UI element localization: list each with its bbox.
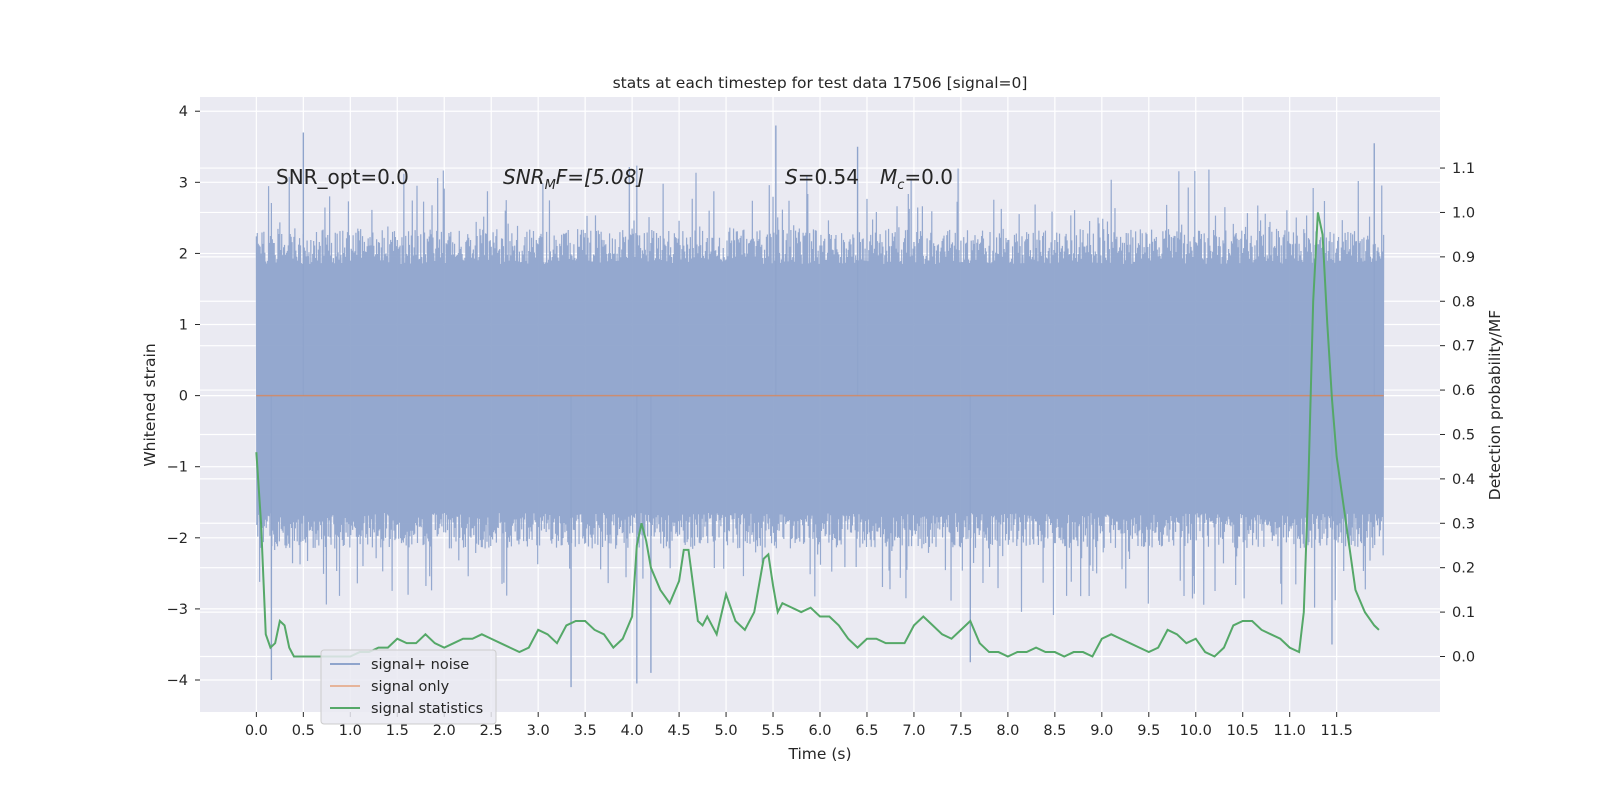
x-axis-label: Time (s) — [787, 745, 851, 763]
annotation-mc-value: =0.0 — [904, 165, 953, 189]
y-right-tick-label: 0.0 — [1452, 649, 1475, 665]
x-tick-label: 5.5 — [761, 723, 784, 739]
y-right-tick-label: 0.5 — [1452, 427, 1475, 443]
annotation-s-value: =0.54 — [798, 165, 859, 189]
x-tick-label: 10.0 — [1180, 723, 1212, 739]
x-axis-ticks: 0.0 0.5 1.0 1.5 2.0 2.5 3.0 3.5 4.0 4.5 5.0 5.5 6.0 6… — [245, 712, 1353, 739]
annotation-snr-mf-symbol: SNR — [503, 165, 545, 189]
y-tick-label: 1 — [179, 318, 188, 334]
legend-label-signal-statistics: signal statistics — [371, 701, 483, 717]
legend-label-signal-only: signal only — [371, 679, 450, 695]
x-tick-label: 2.0 — [433, 723, 456, 739]
x-tick-label: 8.5 — [1043, 723, 1066, 739]
x-tick-label: 5.0 — [715, 723, 738, 739]
signal-statistics-line — [255, 212, 1380, 658]
legend-label-signal-plus-noise: signal+ noise — [371, 657, 469, 673]
y-right-tick-label: 0.1 — [1452, 605, 1475, 621]
y-right-tick-label: 0.3 — [1452, 516, 1475, 532]
x-tick-label: 1.5 — [386, 723, 409, 739]
x-tick-label: 7.5 — [949, 723, 972, 739]
y-right-tick-label: 1.1 — [1452, 161, 1475, 177]
y-right-tick-label: 1.0 — [1452, 205, 1475, 221]
x-tick-label: 9.5 — [1137, 723, 1160, 739]
y-axis-label: Whitened strain — [141, 343, 159, 466]
y-right-axis-ticks: 0.0 0.1 0.2 0.3 0.4 0.5 0.6 0.7 0.8 0.9 1.0 1.1 — [1440, 161, 1475, 665]
x-tick-label: 4.0 — [621, 723, 644, 739]
y-right-tick-label: 0.6 — [1452, 383, 1475, 399]
x-tick-label: 6.5 — [855, 723, 878, 739]
x-tick-label: 1.0 — [339, 723, 362, 739]
x-tick-label: 2.5 — [480, 723, 503, 739]
annotation-mc: Mc=0.0 — [880, 165, 953, 193]
annotation-snr-mf: SNRMF=[5.08] — [503, 165, 644, 193]
signal-plus-noise-line — [255, 165, 1385, 615]
y-tick-label: 3 — [179, 175, 188, 191]
x-tick-label: 7.0 — [902, 723, 925, 739]
y-right-tick-label: 0.4 — [1452, 472, 1475, 488]
annotation-mc-symbol: M — [880, 165, 897, 189]
x-tick-label: 0.5 — [292, 723, 315, 739]
x-tick-label: 3.0 — [527, 723, 550, 739]
y-right-tick-label: 0.9 — [1452, 250, 1475, 266]
y-tick-label: 4 — [179, 104, 188, 120]
annotation-mc-subscript: c — [897, 178, 904, 193]
series-signal-plus-noise — [255, 125, 1385, 688]
x-tick-label: 9.0 — [1090, 723, 1113, 739]
annotation-s: S=0.54 — [785, 165, 859, 189]
x-tick-label: 3.5 — [574, 723, 597, 739]
x-tick-label: 11.5 — [1321, 723, 1353, 739]
annotation-snr-mf-value: F=[5.08] — [556, 165, 644, 189]
y-axis-ticks: −4 −3 −2 −1 0 1 2 3 4 — [167, 104, 200, 689]
y-tick-label: −4 — [167, 673, 188, 689]
annotation-snr-mf-subscript: M — [545, 178, 556, 193]
y-tick-label: −2 — [167, 531, 188, 547]
y-tick-label: −1 — [167, 460, 188, 476]
chart-title: stats at each timestep for test data 175… — [613, 74, 1028, 92]
y-right-tick-label: 0.2 — [1452, 561, 1475, 577]
x-tick-label: 0.0 — [245, 723, 268, 739]
y-right-axis-label: Detection probability/MF — [1486, 310, 1504, 501]
y-tick-label: −3 — [167, 602, 188, 618]
x-tick-label: 4.5 — [668, 723, 691, 739]
y-right-tick-label: 0.7 — [1452, 339, 1475, 355]
y-tick-label: 2 — [179, 246, 188, 262]
legend-box — [320, 649, 497, 725]
y-tick-label: 0 — [179, 389, 188, 405]
annotation-snr-opt: SNR_opt=0.0 — [276, 165, 409, 189]
x-tick-label: 6.0 — [808, 723, 831, 739]
annotation-s-symbol: S — [785, 165, 798, 189]
x-tick-label: 10.5 — [1227, 723, 1259, 739]
x-tick-label: 8.0 — [996, 723, 1019, 739]
series-signal-statistics — [255, 212, 1380, 658]
legend: signal+ noise signal only signal statist… — [320, 649, 497, 725]
x-tick-label: 11.0 — [1274, 723, 1306, 739]
y-right-tick-label: 0.8 — [1452, 294, 1475, 310]
